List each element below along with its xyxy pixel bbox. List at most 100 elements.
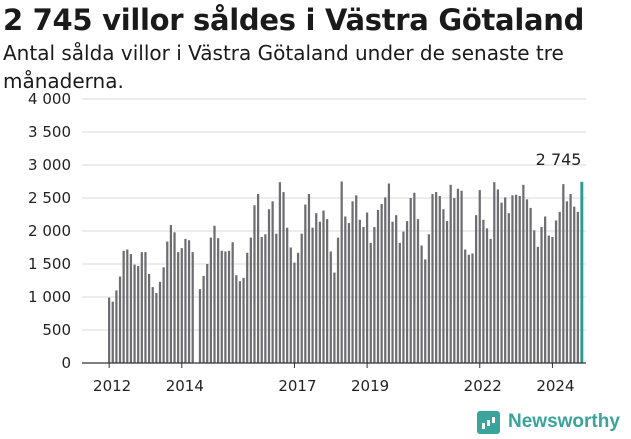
bar [562,184,565,363]
bar [413,192,416,363]
x-tick-label: 2024 [536,377,574,395]
bar [409,198,412,363]
bar [133,264,136,363]
bar [402,231,405,363]
bar [326,219,329,363]
bar [289,247,292,363]
bar [340,181,343,363]
bar [456,188,460,363]
bar [547,235,550,363]
bar [231,242,234,363]
bar [395,215,398,363]
bar [522,184,525,363]
bar [293,262,296,363]
bar [256,194,260,363]
newsworthy-logo-icon [477,410,500,434]
bar [551,236,554,363]
bar [471,253,474,363]
bar [166,241,169,363]
bar [569,194,572,363]
bar [307,194,311,363]
bar [220,250,223,363]
bar [333,272,336,363]
y-tick-label: 2 500 [28,189,71,207]
bar [504,197,507,363]
bar [373,227,376,363]
x-tick-label: 2014 [166,377,204,395]
bar [129,254,133,363]
bar [206,264,209,363]
bar [217,238,220,363]
bar [300,233,303,363]
bar [224,251,227,363]
y-tick-label: 0 [61,354,71,372]
bar [533,230,536,363]
bar [478,190,481,363]
bar [169,225,173,363]
bar [351,201,354,363]
bar [576,211,579,363]
y-tick-label: 1 000 [28,288,71,306]
bar [202,275,205,363]
bar [496,189,500,363]
chart-title: 2 745 villor såldes i Västra Götaland [3,3,585,37]
x-tick-label: 2017 [278,377,316,395]
bar [329,251,332,363]
bar [137,265,140,363]
bar [565,201,569,363]
bar [464,249,467,363]
bar [144,252,147,363]
bar [358,219,361,363]
bar [398,242,401,363]
bar [445,221,449,363]
bar [514,194,518,363]
bar [147,273,151,363]
bar [384,197,387,363]
bar [180,248,183,363]
bar-highlight [580,181,584,363]
y-tick-label: 500 [42,321,71,339]
bar [438,196,441,363]
bar [264,234,267,363]
bar [529,207,532,363]
bar [213,225,216,363]
bar [536,246,540,363]
bar [318,221,321,363]
bar [249,237,252,363]
bar [431,194,434,363]
bar [518,196,521,363]
bar [424,259,427,363]
bar [369,242,372,363]
bar [253,205,256,363]
bar [453,198,456,363]
bar [336,237,340,363]
bar [260,236,263,363]
bar [151,287,154,363]
bar [126,249,129,363]
bar [558,211,561,363]
bar [540,227,543,363]
bar [275,233,278,363]
bar [460,190,463,363]
bar [209,237,212,363]
bar [474,215,478,363]
bar [376,209,380,363]
brand-name: Newsworthy [508,411,620,432]
bar [140,252,143,363]
y-tick-label: 3 500 [28,123,71,141]
chart-subtitle: Antal sålda villor i Västra Götaland und… [3,41,564,93]
bar [296,252,300,363]
x-tick-label: 2019 [351,377,389,395]
bar [380,203,383,363]
bar [122,250,125,363]
bar [427,234,431,363]
bar [278,182,282,363]
bar [184,238,187,363]
bar [198,289,202,363]
bar [111,301,114,363]
bar [416,219,420,363]
bar [449,184,452,363]
bar [507,213,510,363]
bar [238,281,242,363]
bar [420,245,423,363]
